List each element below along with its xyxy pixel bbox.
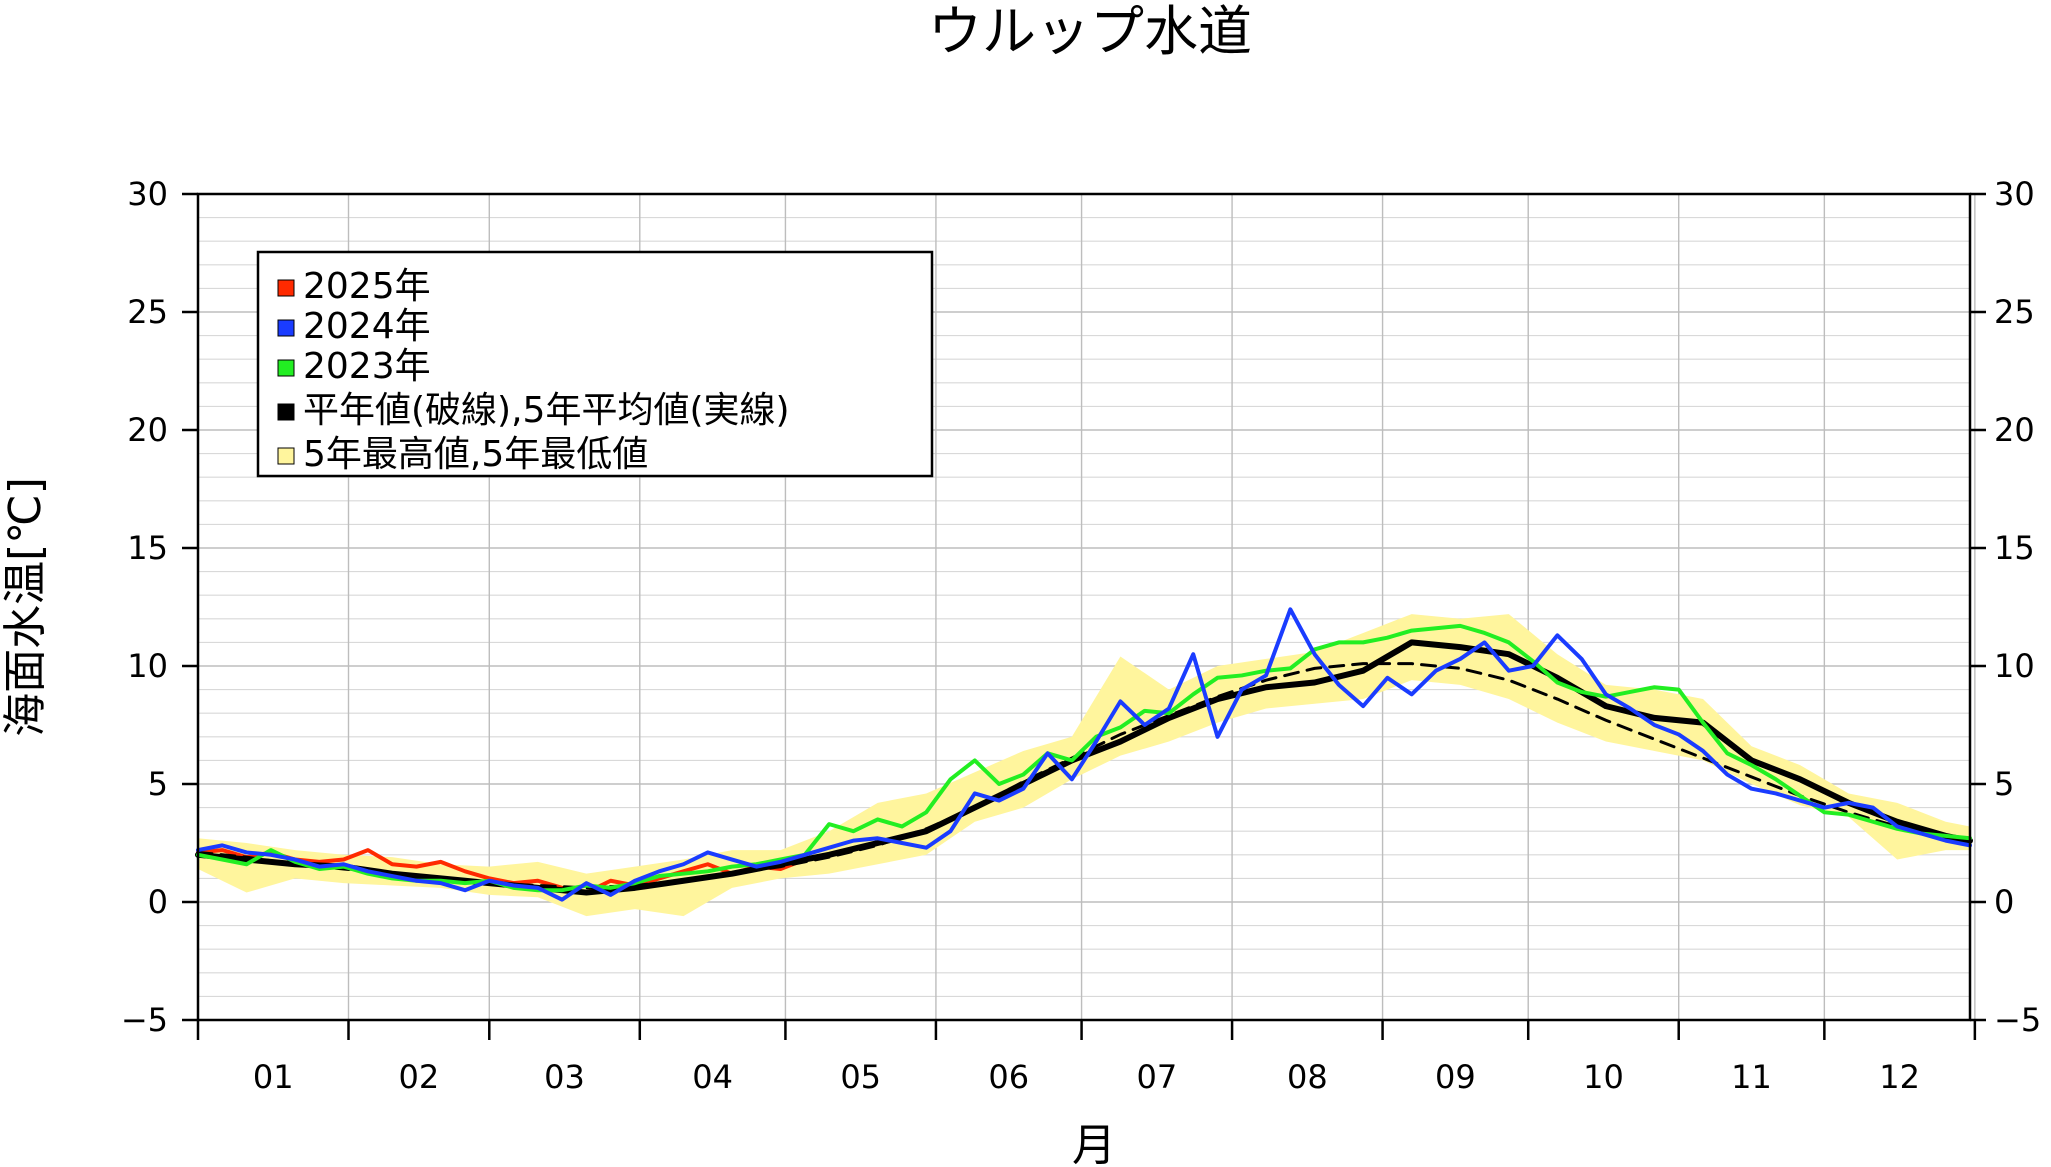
y-tick-label-right: −5: [1994, 1001, 2041, 1039]
x-tick-label: 12: [1879, 1058, 1920, 1096]
legend-label-2023: 2023年: [303, 346, 431, 387]
x-tick-label: 02: [399, 1058, 440, 1096]
y-tick-label-right: 10: [1994, 647, 2035, 685]
x-tick-label: 06: [988, 1058, 1029, 1096]
legend-swatch-max-min: [277, 447, 295, 465]
band-layer: [198, 614, 1970, 917]
y-tick-label-left: 25: [127, 293, 168, 331]
y-tick-label-left: 20: [127, 411, 168, 449]
x-tick-label: 10: [1583, 1058, 1624, 1096]
y-tick-label-left: 0: [148, 883, 168, 921]
max-min-band: [198, 614, 1970, 917]
y-axis-title: 海面水温[℃]: [0, 477, 51, 737]
x-tick-label: 03: [544, 1058, 585, 1096]
y-tick-label-right: 5: [1994, 765, 2014, 803]
y-tick-label-right: 25: [1994, 293, 2035, 331]
legend-swatch-normal-average: [277, 403, 295, 421]
legend-label-max-min: 5年最高値,5年最低値: [303, 434, 648, 475]
x-tick-label: 11: [1731, 1058, 1772, 1096]
y-tick-label-right: 15: [1994, 529, 2035, 567]
y-tick-label-left: −5: [121, 1001, 168, 1039]
chart-title: ウルップ水道: [928, 0, 1252, 63]
x-tick-label: 07: [1136, 1058, 1177, 1096]
legend-box: [256, 250, 934, 478]
legend-label-2025: 2025年: [303, 266, 431, 307]
x-tick-label: 01: [253, 1058, 294, 1096]
legend-swatch-2023: [277, 359, 295, 377]
x-tick-label: 09: [1435, 1058, 1476, 1096]
y-tick-label-right: 30: [1994, 175, 2035, 213]
legend-label-2024: 2024年: [303, 306, 431, 347]
x-tick-label: 08: [1287, 1058, 1328, 1096]
y-tick-label-left: 15: [127, 529, 168, 567]
legend: 2025年 2024年 2023年 平年値(破線),5年平均値(実線) 5年最高…: [256, 250, 934, 478]
x-tick-label: 04: [692, 1058, 733, 1096]
series-line-2024年: [196, 607, 1972, 902]
y-tick-label-right: 0: [1994, 883, 2014, 921]
plot-frame: [196, 192, 1972, 1022]
y-tick-label-left: 5: [148, 765, 168, 803]
legend-swatch-2025: [277, 279, 295, 297]
x-tick-label: 05: [840, 1058, 881, 1096]
y-tick-label-right: 20: [1994, 411, 2035, 449]
legend-label-normal-average: 平年値(破線),5年平均値(実線): [303, 390, 790, 431]
y-tick-label-left: 10: [127, 647, 168, 685]
series-layer: [195, 607, 1973, 902]
x-axis-title: 月: [1072, 1120, 1116, 1167]
legend-swatch-2024: [277, 319, 295, 337]
y-tick-label-left: 30: [127, 175, 168, 213]
